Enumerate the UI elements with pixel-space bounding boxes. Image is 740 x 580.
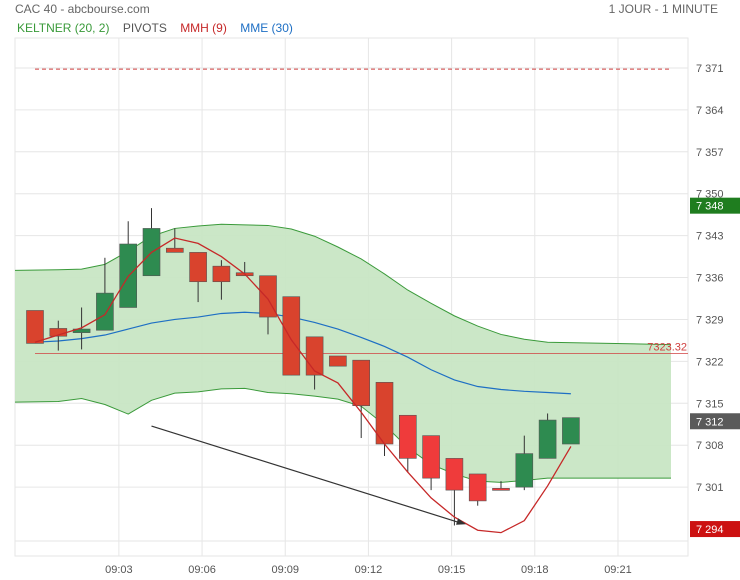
candle xyxy=(492,481,510,491)
candle xyxy=(468,473,487,506)
legend-mmh[interactable]: MMH (9) xyxy=(180,21,227,35)
trend-arrow-head xyxy=(456,518,467,525)
mme-line xyxy=(34,311,571,395)
candle xyxy=(329,355,347,367)
y-tick-label: 7 308 xyxy=(696,440,724,452)
price-tag-label: 7 294 xyxy=(696,524,724,536)
period-label[interactable]: 1 JOUR - 1 MINUTE xyxy=(608,2,718,16)
candle xyxy=(515,435,534,491)
candle-body xyxy=(422,435,440,479)
candle xyxy=(282,296,301,376)
candle-body xyxy=(352,359,371,406)
candle-body xyxy=(468,473,487,502)
y-tick-label: 7 364 xyxy=(696,105,724,117)
candle-body xyxy=(259,275,277,318)
candle-body xyxy=(189,252,207,283)
legend-keltner[interactable]: KELTNER (20, 2) xyxy=(17,21,110,35)
price-tag: 7 294 xyxy=(690,521,740,538)
candle-body xyxy=(212,265,231,283)
legend-mme[interactable]: MME (30) xyxy=(240,21,293,35)
price-tag-box xyxy=(690,521,740,538)
y-tick-label: 7 329 xyxy=(696,314,724,326)
y-tick-label: 7 315 xyxy=(696,398,724,410)
y-tick-label: 7 322 xyxy=(696,356,724,368)
y-tick-label: 7 343 xyxy=(696,231,724,243)
candle-body xyxy=(375,382,394,445)
candle xyxy=(352,359,371,439)
legend-pivots[interactable]: PIVOTS xyxy=(122,21,167,35)
y-tick-label: 7 371 xyxy=(696,63,724,75)
candle-body xyxy=(166,247,184,253)
candle xyxy=(398,414,417,473)
x-tick-label: 09:09 xyxy=(271,564,299,576)
pivot-label: 7323.32 xyxy=(647,341,687,353)
y-tick-label: 7 301 xyxy=(696,482,724,494)
x-tick-label: 09:03 xyxy=(105,564,133,576)
price-tag: 7 312 xyxy=(690,413,740,430)
price-tag-box xyxy=(690,197,740,214)
candle-body xyxy=(492,488,510,491)
candle-body xyxy=(562,417,580,445)
candle-body xyxy=(329,355,347,367)
candle-body xyxy=(282,296,301,376)
price-tag-label: 7 348 xyxy=(696,201,724,213)
y-tick-label: 7 336 xyxy=(696,273,724,285)
candle xyxy=(538,413,557,459)
candle-body xyxy=(398,414,417,459)
candle-body xyxy=(305,336,324,376)
candle xyxy=(189,252,207,303)
x-tick-label: 09:15 xyxy=(438,564,466,576)
candle-body xyxy=(96,292,114,331)
candle xyxy=(96,257,114,331)
candle-body xyxy=(538,419,557,459)
candle xyxy=(26,310,44,344)
y-tick-label: 7 357 xyxy=(696,147,724,159)
chart-title: CAC 40 - abcbourse.com xyxy=(15,2,150,16)
candle xyxy=(422,435,440,491)
price-tag: 7 348 xyxy=(690,197,740,214)
candle xyxy=(562,417,580,445)
candle xyxy=(166,228,184,253)
price-tag-box xyxy=(690,413,740,430)
x-tick-label: 09:06 xyxy=(188,564,216,576)
candle-body xyxy=(445,458,464,491)
x-tick-label: 09:18 xyxy=(521,564,549,576)
x-tick-label: 09:12 xyxy=(355,564,383,576)
legend: KELTNER (20, 2) PIVOTS MMH (9) MME (30) xyxy=(17,21,303,35)
mmh-line xyxy=(34,237,572,534)
x-tick-label: 09:21 xyxy=(604,564,632,576)
candle xyxy=(212,260,231,300)
candle-body xyxy=(26,310,44,344)
price-tag-label: 7 312 xyxy=(696,416,724,428)
trend-arrow xyxy=(151,425,461,524)
candle xyxy=(445,458,464,526)
candle-body xyxy=(515,453,534,488)
